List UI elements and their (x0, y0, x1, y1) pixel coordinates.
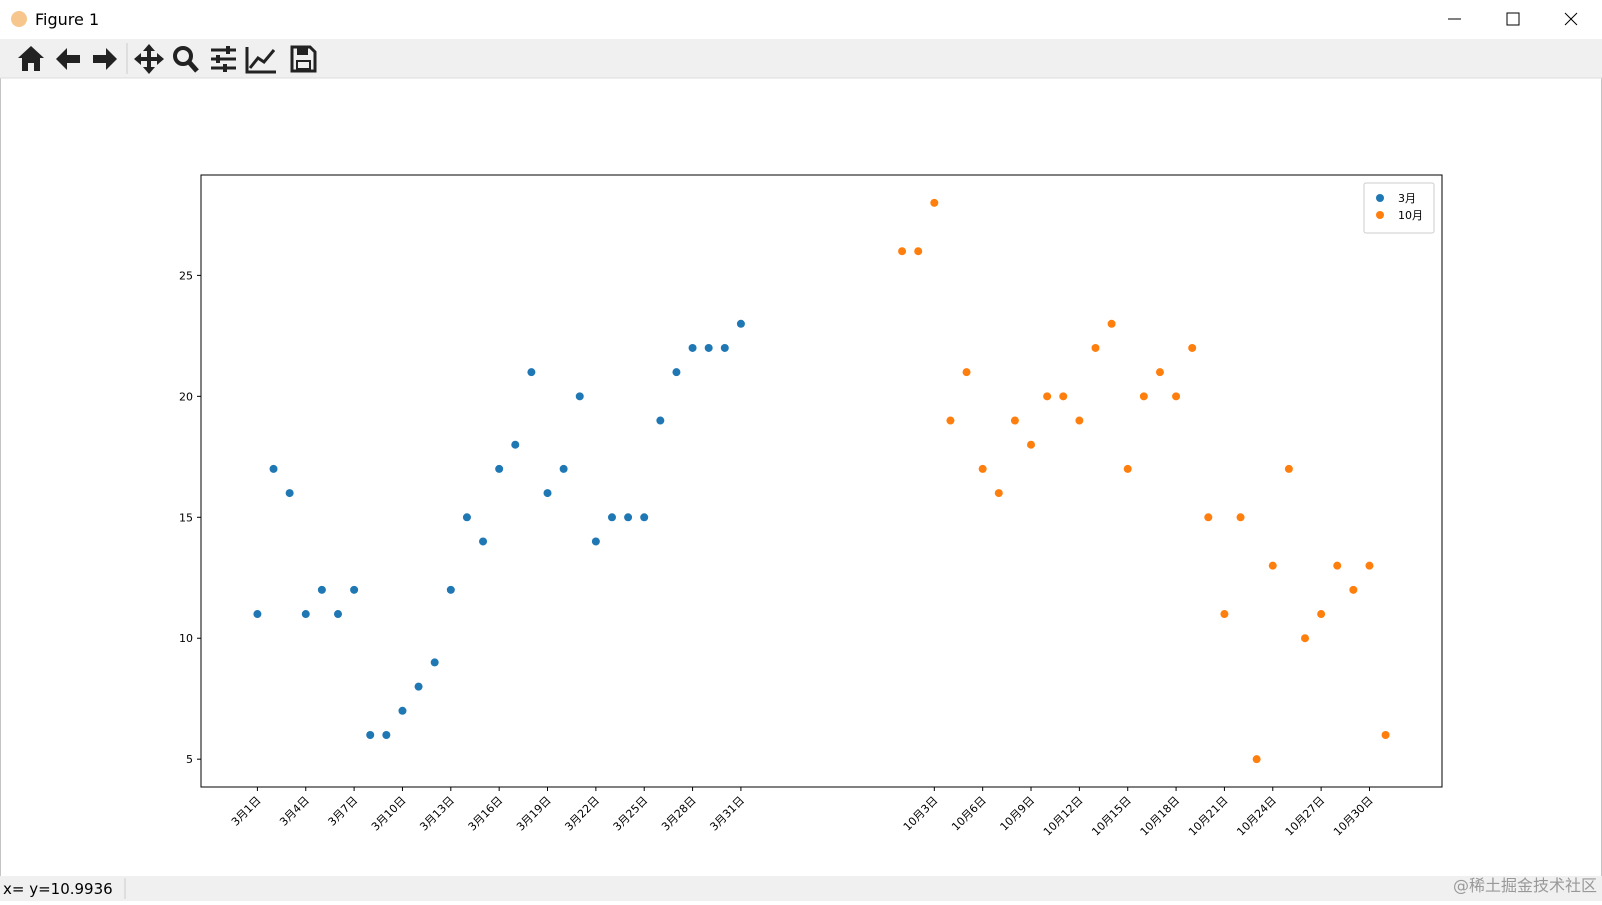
status-text: x= y=10.9936 (3, 880, 113, 898)
point (736, 319, 745, 328)
point (1043, 392, 1052, 401)
point (1236, 513, 1245, 522)
point (946, 416, 955, 425)
point (688, 343, 697, 352)
point (1301, 634, 1310, 643)
point (285, 489, 294, 498)
maximize-button[interactable] (1506, 12, 1520, 26)
point (350, 585, 359, 594)
point (253, 610, 262, 619)
point (430, 658, 439, 667)
configure-button[interactable] (211, 46, 236, 72)
point (930, 198, 939, 207)
point (720, 343, 729, 352)
point (1284, 464, 1293, 473)
pan-button[interactable] (134, 44, 164, 74)
point (1268, 561, 1277, 570)
point (333, 610, 342, 619)
point (479, 537, 488, 546)
legend-box (1363, 182, 1435, 234)
point (575, 392, 584, 401)
point (1172, 392, 1181, 401)
point (591, 537, 600, 546)
point (495, 464, 504, 473)
point (624, 513, 633, 522)
point (914, 247, 923, 256)
legend-label: 10月 (1398, 209, 1423, 222)
app-icon (11, 11, 27, 27)
edit-axes-button[interactable] (245, 47, 276, 74)
point (1155, 368, 1164, 377)
watermark: @稀土掘金技术社区 (1453, 876, 1597, 895)
window-title: Figure 1 (35, 10, 99, 29)
point (1091, 343, 1100, 352)
y-tick-label: 10 (179, 632, 193, 645)
point (1220, 610, 1229, 619)
point (1107, 319, 1116, 328)
point (1252, 755, 1261, 764)
point (1188, 343, 1197, 352)
point (1027, 440, 1036, 449)
point (414, 682, 423, 691)
point (1381, 730, 1390, 739)
point (704, 343, 713, 352)
point (898, 247, 907, 256)
point (607, 513, 616, 522)
point (559, 464, 568, 473)
point (1123, 464, 1132, 473)
point (1349, 585, 1358, 594)
point (398, 706, 407, 715)
back-button[interactable] (56, 48, 80, 70)
point (1317, 610, 1326, 619)
point (1075, 416, 1084, 425)
save-button[interactable] (290, 45, 317, 73)
point (978, 464, 987, 473)
point (1204, 513, 1213, 522)
point (962, 368, 971, 377)
close-button[interactable] (1564, 12, 1578, 26)
toolbar (0, 39, 1602, 78)
point (317, 585, 326, 594)
point (511, 440, 520, 449)
status-bar (0, 876, 1602, 901)
point (994, 489, 1003, 498)
point (382, 730, 391, 739)
point (1365, 561, 1374, 570)
axes-frame (200, 174, 1443, 788)
legend-marker (1376, 194, 1384, 202)
y-tick-label: 15 (179, 511, 193, 524)
point (640, 513, 649, 522)
point (446, 585, 455, 594)
legend-marker (1376, 211, 1384, 219)
point (1010, 416, 1019, 425)
point (462, 513, 471, 522)
point (543, 489, 552, 498)
point (1333, 561, 1342, 570)
home-button[interactable] (18, 46, 44, 71)
forward-button[interactable] (93, 48, 117, 70)
zoom-button[interactable] (173, 46, 199, 73)
legend-label: 3月 (1398, 192, 1416, 205)
point (672, 368, 681, 377)
point (656, 416, 665, 425)
y-tick-label: 5 (186, 753, 193, 766)
point (527, 368, 536, 377)
point (301, 610, 310, 619)
y-tick-label: 20 (179, 390, 193, 403)
y-tick-label: 25 (179, 269, 193, 282)
point (1139, 392, 1148, 401)
point (366, 730, 375, 739)
point (269, 464, 278, 473)
title-bar (0, 0, 1602, 39)
point (1059, 392, 1068, 401)
